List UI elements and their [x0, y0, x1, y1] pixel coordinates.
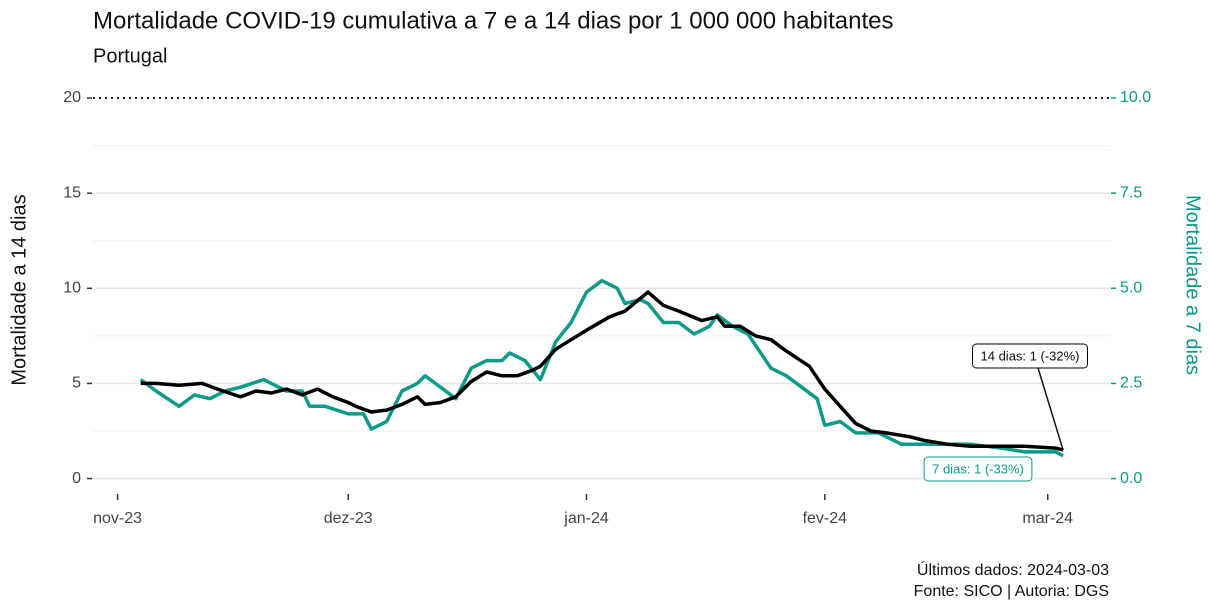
- y-axis-label: Mortalidade a 14 dias: [8, 194, 30, 385]
- annotation-box: [923, 456, 1033, 482]
- x-tick-label: fev-24: [803, 510, 848, 527]
- footnote: Fonte: SICO | Autoria: DGS: [914, 583, 1109, 600]
- y2-tick-label: 2.5: [1120, 375, 1142, 392]
- annotation-label: 7 dias: 1 (-33%): [932, 461, 1024, 476]
- series-line: [140, 290, 1064, 452]
- annotation-leader: [1037, 367, 1064, 451]
- x-tick-label: mar-24: [1022, 510, 1073, 527]
- y2-tick-label: 10.0: [1120, 89, 1151, 106]
- series-line: [139, 278, 1064, 458]
- y-tick-label: 0: [72, 470, 81, 487]
- footnote: Últimos dados: 2024-03-03: [917, 560, 1109, 579]
- annotation: [972, 343, 1088, 369]
- y2-tick-label: 5.0: [1120, 280, 1142, 297]
- y2-tick-label: 0.0: [1120, 470, 1142, 487]
- y2-axis-label: Mortalidade a 7 dias: [1182, 195, 1204, 375]
- y-tick-label: 15: [63, 184, 81, 201]
- chart-title: Mortalidade COVID-19 cumulativa a 7 e a …: [93, 7, 893, 34]
- y-tick-label: 5: [72, 375, 81, 392]
- annotation-label: 14 dias: 1 (-32%): [981, 348, 1080, 363]
- x-tick-label: nov-23: [93, 510, 142, 527]
- y-tick-label: 20: [63, 89, 81, 106]
- y-tick-label: 10: [63, 280, 81, 297]
- x-tick-label: jan-24: [563, 510, 609, 527]
- annotation-box: [972, 343, 1088, 369]
- annotation: [923, 456, 1033, 482]
- x-tick-label: dez-23: [324, 510, 373, 527]
- chart-subtitle: Portugal: [93, 45, 168, 67]
- y2-tick-label: 7.5: [1120, 184, 1142, 201]
